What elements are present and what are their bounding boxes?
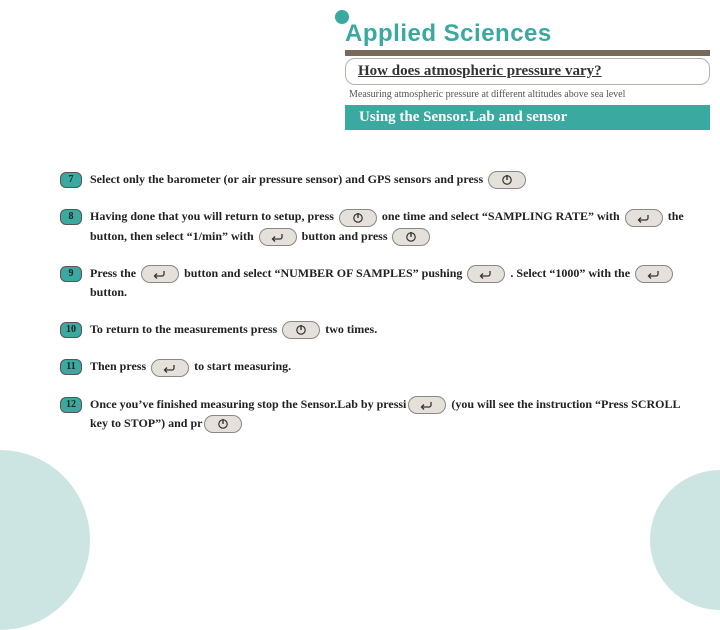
enter-icon [408,396,446,414]
step-8: 8 Having done that you will return to set… [60,207,690,246]
enter-icon [151,359,189,377]
step-text: two times. [322,322,377,336]
enter-icon [141,265,179,283]
step-body: Press the button and select “NUMBER OF S… [90,264,690,302]
step-number-badge: 9 [60,266,82,282]
enter-icon [467,265,505,283]
brown-bar [345,50,710,56]
step-text: Once you’ve finished measuring stop the … [90,397,406,411]
decor-circle-bottom-left [0,450,90,630]
step-text: one time and select “SAMPLING RATE” with [379,209,623,223]
page-subtitle: Measuring atmospheric pressure at differ… [349,89,710,101]
step-text: Select only the barometer (or air pressu… [90,172,486,186]
enter-icon [259,228,297,246]
step-number-badge: 7 [60,172,82,188]
step-number-badge: 11 [60,359,82,375]
step-text: . Select “1000” with the [507,266,633,280]
step-text: Press the [90,266,139,280]
step-text: Then press [90,359,149,373]
section-bar: Using the Sensor.Lab and sensor [345,105,710,130]
brand-title: Applied Sciences [345,20,710,48]
step-number-badge: 12 [60,397,82,413]
steps-list: 7 Select only the barometer (or air press… [60,170,690,451]
step-number-badge: 10 [60,322,82,338]
power-icon [488,171,526,189]
step-body: Then press to start measuring. [90,357,690,376]
step-text: button and press [299,229,391,243]
power-icon [282,321,320,339]
power-icon [339,209,377,227]
step-number-badge: 8 [60,209,82,225]
enter-icon [635,265,673,283]
step-text: button. [90,285,127,299]
step-11: 11 Then press to start measuring. [60,357,690,376]
step-body: Having done that you will return to setu… [90,207,690,246]
step-9: 9 Press the button and select “NUMBER OF … [60,264,690,302]
decor-circle-bottom-right [650,470,720,610]
step-text: to start measuring. [191,359,291,373]
page-question: How does atmospheric pressure vary? [345,58,710,85]
step-body: Select only the barometer (or air pressu… [90,170,690,189]
enter-icon [625,209,663,227]
step-text: Having done that you will return to setu… [90,209,337,223]
header: Applied Sciences How does atmospheric pr… [345,20,710,130]
step-7: 7 Select only the barometer (or air press… [60,170,690,189]
step-10: 10 To return to the measurements press tw… [60,320,690,339]
step-12: 12 Once you’ve finished measuring stop th… [60,395,690,434]
power-icon [392,228,430,246]
step-body: Once you’ve finished measuring stop the … [90,395,690,434]
step-body: To return to the measurements press two … [90,320,690,339]
step-text: To return to the measurements press [90,322,280,336]
power-icon [204,415,242,433]
step-text: button and select “NUMBER OF SAMPLES” pu… [181,266,465,280]
